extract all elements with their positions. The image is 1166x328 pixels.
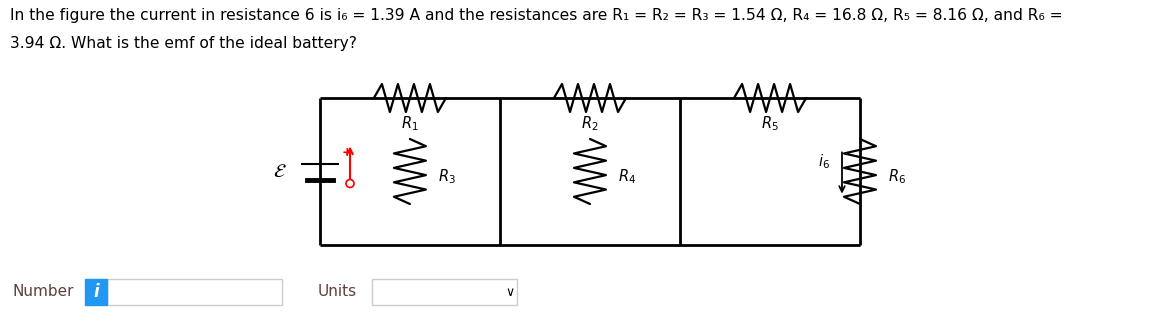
Bar (85, 279, 107, 305)
Text: i: i (93, 283, 99, 301)
Text: $R_2$: $R_2$ (581, 114, 599, 133)
Text: ∨: ∨ (505, 285, 514, 298)
Text: 3.94 Ω. What is the emf of the ideal battery?: 3.94 Ω. What is the emf of the ideal bat… (10, 36, 357, 51)
Bar (372, 279, 517, 305)
Text: Units: Units (318, 284, 357, 299)
Text: $R_6$: $R_6$ (888, 167, 906, 186)
Text: In the figure the current in resistance 6 is i₆ = 1.39 A and the resistances are: In the figure the current in resistance … (10, 8, 1062, 23)
Text: +: + (342, 147, 352, 159)
Bar (107, 279, 282, 305)
Text: $R_3$: $R_3$ (438, 167, 456, 186)
Text: $\mathcal{E}$: $\mathcal{E}$ (273, 162, 287, 181)
Text: $R_4$: $R_4$ (618, 167, 637, 186)
Text: $i_6$: $i_6$ (819, 152, 830, 171)
Text: Number: Number (12, 284, 73, 299)
Text: $R_5$: $R_5$ (761, 114, 779, 133)
Text: $R_1$: $R_1$ (401, 114, 419, 133)
